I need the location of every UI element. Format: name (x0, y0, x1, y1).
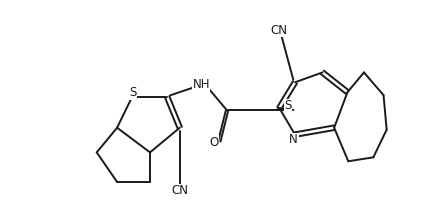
Text: CN: CN (271, 24, 288, 37)
Text: O: O (210, 136, 219, 149)
Text: S: S (129, 86, 136, 99)
Text: NH: NH (192, 78, 210, 91)
Text: N: N (289, 133, 298, 146)
Text: CN: CN (171, 184, 188, 197)
Text: S: S (284, 99, 291, 112)
